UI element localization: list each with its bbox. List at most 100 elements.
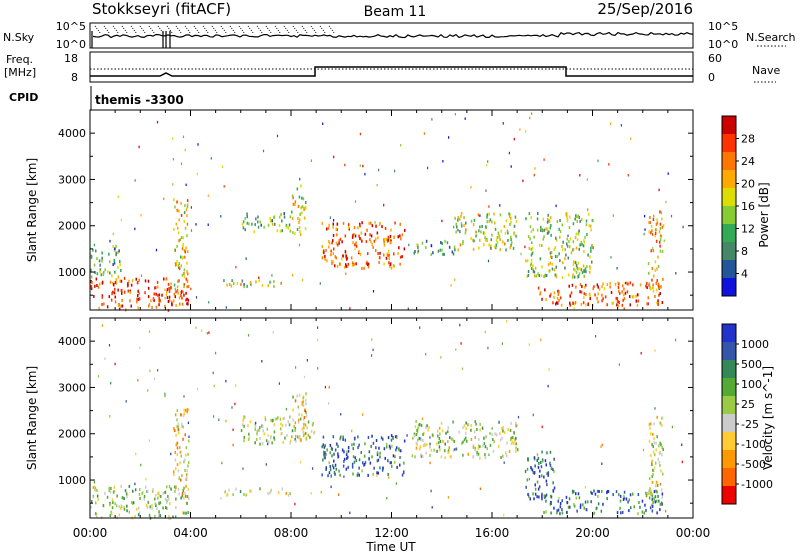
velocity-cell bbox=[346, 457, 348, 460]
power-cell bbox=[477, 213, 480, 217]
power-cell bbox=[464, 231, 467, 235]
power-cell bbox=[580, 290, 583, 294]
velocity-cell bbox=[329, 465, 331, 468]
power-ytick-label: 3000 bbox=[58, 173, 86, 186]
power-cell bbox=[178, 296, 181, 300]
power-cell bbox=[636, 293, 639, 297]
velocity-cell bbox=[648, 477, 651, 480]
velocity-cell bbox=[438, 445, 441, 449]
power-cell bbox=[576, 266, 578, 270]
power-cell bbox=[170, 282, 172, 286]
velocity-cell bbox=[534, 487, 537, 491]
velocity-cell bbox=[143, 497, 145, 501]
velocity-cell bbox=[334, 472, 336, 476]
velocity-cell bbox=[155, 504, 157, 507]
velocity-noise-cell bbox=[295, 366, 297, 369]
power-cell bbox=[163, 277, 165, 281]
velocity-cell bbox=[584, 500, 587, 504]
velocity-cell bbox=[437, 441, 440, 445]
power-cell bbox=[335, 256, 337, 260]
power-noise-cell bbox=[533, 173, 535, 177]
power-cell bbox=[528, 246, 531, 250]
velocity-cell bbox=[360, 451, 362, 455]
velocity-cell bbox=[559, 502, 562, 505]
station-title: Stokkseyri (fitACF) bbox=[92, 0, 231, 18]
power-cell bbox=[90, 275, 93, 279]
power-cell bbox=[157, 285, 159, 289]
power-cell bbox=[526, 275, 528, 278]
velocity-cell bbox=[657, 494, 659, 498]
velocity-cell bbox=[422, 439, 424, 442]
power-cell bbox=[364, 232, 367, 236]
power-cell bbox=[536, 228, 539, 232]
power-cell bbox=[173, 198, 175, 202]
velocity-cell bbox=[553, 506, 555, 510]
velocity-cell bbox=[294, 438, 296, 441]
velocity-cell bbox=[390, 434, 393, 438]
velocity-cell bbox=[254, 441, 256, 445]
power-cell bbox=[660, 285, 662, 289]
velocity-cell bbox=[573, 502, 575, 506]
velocity-cell bbox=[340, 435, 342, 439]
power-cell bbox=[565, 212, 568, 215]
velocity-cell bbox=[382, 466, 384, 470]
power-cell bbox=[303, 207, 306, 211]
velocity-cell bbox=[277, 416, 279, 420]
velocity-noise-cell bbox=[395, 482, 397, 485]
velocity-cell bbox=[295, 439, 297, 443]
velocity-cell bbox=[245, 493, 247, 497]
velocity-cell bbox=[354, 456, 356, 460]
velocity-colorbar-swatch bbox=[722, 432, 736, 451]
power-noise-cell bbox=[364, 172, 366, 176]
velocity-cell bbox=[455, 447, 458, 451]
power-cell bbox=[113, 248, 116, 252]
velocity-cell bbox=[442, 440, 444, 444]
power-cell bbox=[283, 215, 286, 219]
velocity-cell bbox=[600, 509, 603, 513]
power-cell bbox=[503, 242, 506, 246]
velocity-cell bbox=[652, 472, 654, 476]
velocity-cell bbox=[292, 395, 294, 399]
power-cell bbox=[183, 285, 185, 289]
power-cell bbox=[183, 249, 186, 253]
power-noise-cell bbox=[180, 162, 183, 165]
velocity-cell bbox=[269, 491, 271, 495]
power-cell bbox=[579, 290, 581, 294]
velocity-cell bbox=[167, 495, 169, 498]
velocity-cell bbox=[465, 431, 467, 435]
velocity-cell bbox=[157, 496, 159, 500]
velocity-cell bbox=[377, 471, 379, 475]
power-cell bbox=[553, 248, 556, 251]
power-cell bbox=[369, 233, 371, 237]
power-cell bbox=[547, 229, 549, 232]
velocity-cell bbox=[342, 464, 345, 468]
velocity-noise-cell bbox=[488, 453, 490, 457]
power-cell bbox=[177, 264, 180, 267]
power-noise-cell bbox=[362, 164, 364, 168]
power-cell bbox=[184, 255, 186, 259]
power-cell bbox=[592, 246, 594, 250]
velocity-cell bbox=[180, 496, 182, 500]
velocity-cell bbox=[415, 420, 417, 423]
velocity-ytick-label: 4000 bbox=[58, 335, 86, 348]
velocity-cell bbox=[650, 454, 652, 457]
velocity-cell bbox=[465, 427, 467, 431]
power-cell bbox=[131, 279, 134, 283]
velocity-cell bbox=[281, 431, 283, 435]
velocity-cell bbox=[449, 455, 451, 459]
power-cell bbox=[136, 300, 138, 304]
power-noise-cell bbox=[376, 183, 378, 187]
power-cell bbox=[575, 270, 578, 274]
power-noise-cell bbox=[155, 248, 158, 252]
power-cell bbox=[451, 250, 454, 254]
power-cell bbox=[569, 245, 571, 249]
power-cell bbox=[370, 234, 373, 238]
velocity-cell bbox=[606, 491, 608, 495]
velocity-cell bbox=[128, 484, 131, 488]
velocity-cell bbox=[452, 438, 455, 442]
power-cell bbox=[186, 285, 188, 289]
velocity-noise-cell bbox=[225, 419, 227, 423]
velocity-cell bbox=[429, 445, 431, 449]
power-cell bbox=[399, 222, 401, 226]
power-cell bbox=[173, 283, 176, 287]
